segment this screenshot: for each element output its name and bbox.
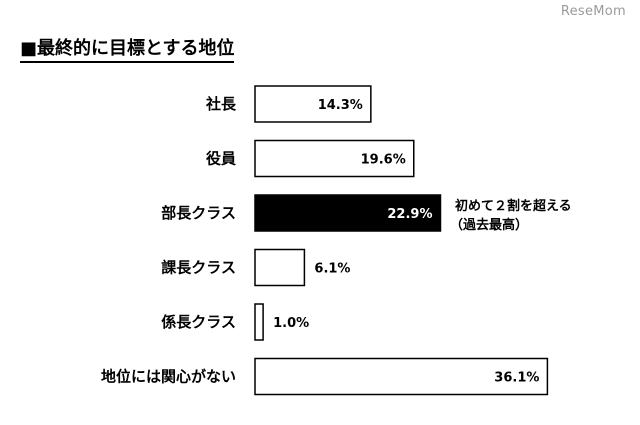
category-label-4: 課長クラス <box>161 259 236 277</box>
category-label-3: 部長クラス <box>161 204 236 222</box>
bar-6 <box>254 357 549 396</box>
bar-1 <box>254 85 372 123</box>
bar-3 <box>254 194 442 232</box>
category-label-5: 係長クラス <box>161 313 236 331</box>
value-label-2: 19.6% <box>361 153 406 168</box>
value-label-3: 22.9% <box>387 207 432 222</box>
value-label-5: 1.0% <box>273 316 309 331</box>
bars-layer <box>254 85 549 396</box>
bar-2 <box>254 139 415 178</box>
value-label-1: 14.3% <box>318 98 363 113</box>
value-label-4: 6.1% <box>314 262 350 277</box>
annotation-line-1: 初めて２割を超える <box>455 198 572 214</box>
annotation-line-2: （過去最高） <box>450 217 528 233</box>
value-label-6: 36.1% <box>494 371 539 386</box>
category-label-2: 役員 <box>206 150 236 168</box>
watermark-logo: ReseMom <box>560 4 626 19</box>
annotation-layer: 初めて２割を超える （過去最高） <box>450 198 572 233</box>
category-label-6: 地位には関心がない <box>101 368 236 386</box>
labels-layer: 社長 14.3% 役員 19.6% 部長クラス 22.9% 課長クラス 6.1% 係長クラス 1.… <box>101 95 539 386</box>
bar-4 <box>254 248 306 287</box>
chart-title: ■最終的に目標とする地位 <box>20 38 235 63</box>
bar-5 <box>254 303 264 341</box>
category-label-1: 社長 <box>205 95 237 113</box>
